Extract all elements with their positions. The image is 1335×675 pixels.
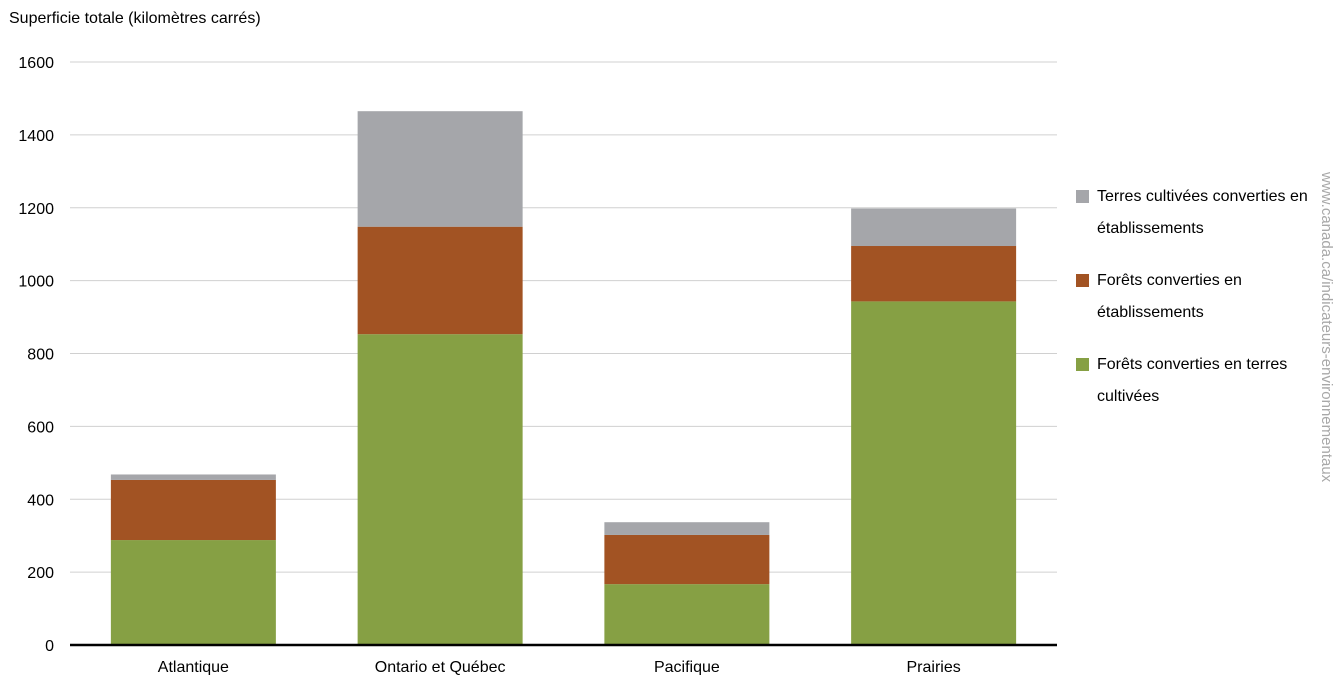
legend-item-crop-to-settlement: Terres cultivées converties en établisse… [1076,181,1316,245]
legend-label: Terres cultivées converties en établisse… [1097,188,1308,237]
bar-segment [604,584,770,645]
y-tick-label: 600 [27,419,54,436]
x-tick-label: Prairies [907,659,961,675]
x-tick-label: Pacifique [654,659,720,675]
y-tick-label: 1400 [18,128,54,145]
bar-segment [357,226,523,335]
bar-segment [604,522,770,535]
y-tick-label: 1200 [18,201,54,218]
y-tick-label: 400 [27,492,54,509]
legend-label: Forêts converties en établissements [1097,272,1242,321]
bar-segment [357,111,523,227]
y-axis-title: Superficie totale (kilomètres carrés) [9,10,261,27]
legend-item-forest-to-settlement: Forêts converties en établissements [1076,265,1316,329]
legend-swatch [1076,190,1089,203]
bar-segment [604,534,770,585]
legend: Terres cultivées converties en établisse… [1076,181,1316,433]
bar-segment [851,208,1017,247]
x-tick-label: Ontario et Québec [375,659,506,675]
bar-segment [110,474,276,480]
bar-segment [110,479,276,541]
bar-segment [110,540,276,645]
bar-segment [357,334,523,645]
legend-swatch [1076,274,1089,287]
legend-swatch [1076,358,1089,371]
y-tick-label: 0 [45,638,54,655]
y-tick-label: 1600 [18,55,54,72]
legend-item-forest-to-cropland: Forêts converties en terres cultivées [1076,349,1316,413]
bar-segment [851,246,1017,302]
watermark-url: www.canada.ca/indicateurs-environnementa… [1318,172,1335,483]
y-tick-label: 200 [27,565,54,582]
y-tick-label: 800 [27,347,54,364]
y-tick-label: 1000 [18,274,54,291]
x-tick-label: Atlantique [158,659,229,675]
bar-segment [851,301,1017,645]
legend-label: Forêts converties en terres cultivées [1097,356,1288,405]
